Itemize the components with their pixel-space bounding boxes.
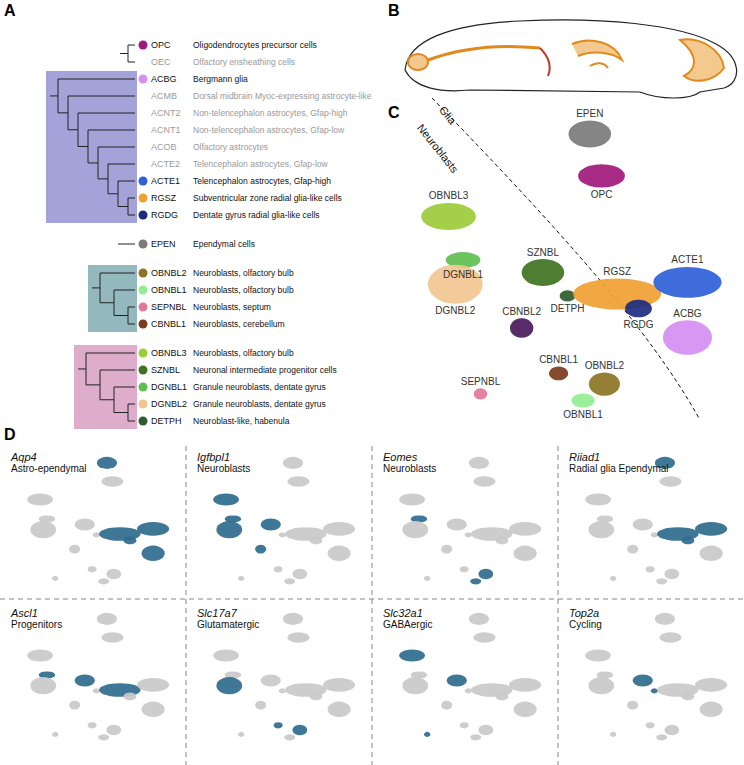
svg-text:Granule neuroblasts, dentate g: Granule neuroblasts, dentate gyrus <box>193 382 326 392</box>
svg-text:C: C <box>388 104 400 121</box>
svg-text:Neuroblasts, olfactory bulb: Neuroblasts, olfactory bulb <box>193 268 294 278</box>
svg-text:CBNBL2: CBNBL2 <box>502 306 541 317</box>
svg-text:Subventricular zone radial gli: Subventricular zone radial glia-like cel… <box>193 193 342 203</box>
svg-text:Eomes: Eomes <box>383 451 418 463</box>
svg-text:DETPH: DETPH <box>151 416 182 426</box>
svg-text:SEPNBL: SEPNBL <box>151 302 187 312</box>
svg-text:DGNBL1: DGNBL1 <box>151 382 187 392</box>
svg-text:Dorsal midbrain Myoc-expressin: Dorsal midbrain Myoc-expressing astrocyt… <box>193 91 372 101</box>
svg-text:Cycling: Cycling <box>569 619 602 630</box>
svg-text:Neuroblasts: Neuroblasts <box>415 122 461 176</box>
svg-text:Neuroblasts, olfactory bulb: Neuroblasts, olfactory bulb <box>193 348 294 358</box>
svg-text:ACTE2: ACTE2 <box>151 159 180 169</box>
svg-text:Neuroblasts, septum: Neuroblasts, septum <box>193 302 271 312</box>
svg-text:Bergmann glia: Bergmann glia <box>193 74 248 84</box>
svg-text:Olfactory ensheathing cells: Olfactory ensheathing cells <box>193 57 295 67</box>
svg-text:ACBG: ACBG <box>673 308 702 319</box>
svg-text:ACTE1: ACTE1 <box>671 254 704 265</box>
svg-text:DGNBL1: DGNBL1 <box>443 269 483 280</box>
svg-text:DGNBL2: DGNBL2 <box>435 305 475 316</box>
svg-text:Ascl1: Ascl1 <box>10 607 38 619</box>
svg-text:OBNBL1: OBNBL1 <box>563 409 603 420</box>
svg-text:Slc32a1: Slc32a1 <box>383 607 423 619</box>
svg-text:Ependymal cells: Ependymal cells <box>193 239 255 249</box>
svg-text:Igfbpl1: Igfbpl1 <box>197 451 230 463</box>
svg-text:Radial glia Ependymal: Radial glia Ependymal <box>569 463 669 474</box>
svg-text:Progenitors: Progenitors <box>11 619 62 630</box>
svg-text:D: D <box>4 426 16 443</box>
svg-text:B: B <box>388 2 400 19</box>
svg-text:Neuroblasts, cerebellum: Neuroblasts, cerebellum <box>193 319 285 329</box>
svg-text:GABAergic: GABAergic <box>383 619 432 630</box>
svg-text:Neuroblast-like, habenula: Neuroblast-like, habenula <box>193 416 290 426</box>
svg-text:A: A <box>4 2 16 19</box>
svg-text:Neuronal intermediate progenit: Neuronal intermediate progenitor cells <box>193 365 337 375</box>
svg-text:Glutamatergic: Glutamatergic <box>197 619 259 630</box>
svg-text:Dentate gyrus radial glia-like: Dentate gyrus radial glia-like cells <box>193 210 320 220</box>
svg-text:Riiad1: Riiad1 <box>569 451 600 463</box>
svg-text:DETPH: DETPH <box>551 303 585 314</box>
svg-text:OPC: OPC <box>151 40 171 50</box>
svg-text:OBNBL2: OBNBL2 <box>585 360 625 371</box>
svg-text:ACBG: ACBG <box>151 74 177 84</box>
svg-text:Top2a: Top2a <box>569 607 599 619</box>
svg-text:DGNBL2: DGNBL2 <box>151 399 187 409</box>
svg-text:SZNBL: SZNBL <box>527 247 560 258</box>
svg-text:ACOB: ACOB <box>151 142 177 152</box>
svg-text:Telencephalon astrocytes, Gfap: Telencephalon astrocytes, Gfap-high <box>193 176 331 186</box>
svg-text:Aqp4: Aqp4 <box>10 451 37 463</box>
svg-text:RGSZ: RGSZ <box>603 266 631 277</box>
svg-text:EPEN: EPEN <box>576 108 603 119</box>
svg-text:ACNT1: ACNT1 <box>151 125 181 135</box>
svg-text:OPC: OPC <box>591 189 613 200</box>
svg-text:Oligodendrocytes precursor cel: Oligodendrocytes precursor cells <box>193 40 317 50</box>
svg-text:ACNT2: ACNT2 <box>151 108 181 118</box>
svg-text:OBNBL3: OBNBL3 <box>429 190 469 201</box>
svg-text:Non-telencephalon astrocytes,: Non-telencephalon astrocytes, Gfap-high <box>193 108 348 118</box>
svg-text:Neuroblasts: Neuroblasts <box>197 463 250 474</box>
svg-text:Non-telencephalon astrocytes,: Non-telencephalon astrocytes, Gfap-low <box>193 125 345 135</box>
svg-text:OEC: OEC <box>151 57 171 67</box>
svg-text:RGSZ: RGSZ <box>151 193 177 203</box>
svg-text:CBNBL1: CBNBL1 <box>539 354 578 365</box>
svg-text:Granule neuroblasts, dentate g: Granule neuroblasts, dentate gyrus <box>193 399 326 409</box>
svg-text:OBNBL3: OBNBL3 <box>151 348 187 358</box>
svg-text:ACTE1: ACTE1 <box>151 176 180 186</box>
svg-text:Glia: Glia <box>437 104 459 127</box>
svg-text:ACMB: ACMB <box>151 91 177 101</box>
svg-text:Astro-ependymal: Astro-ependymal <box>11 463 87 474</box>
svg-text:Slc17a7: Slc17a7 <box>197 607 238 619</box>
svg-text:Olfactory astrocytes: Olfactory astrocytes <box>193 142 268 152</box>
svg-text:OBNBL2: OBNBL2 <box>151 268 187 278</box>
svg-text:OBNBL1: OBNBL1 <box>151 285 187 295</box>
svg-text:RGDG: RGDG <box>151 210 178 220</box>
svg-text:CBNBL1: CBNBL1 <box>151 319 186 329</box>
svg-text:SZNBL: SZNBL <box>151 365 180 375</box>
svg-text:RGDG: RGDG <box>623 319 653 330</box>
svg-text:SEPNBL: SEPNBL <box>461 376 501 387</box>
svg-text:Neuroblasts, olfactory bulb: Neuroblasts, olfactory bulb <box>193 285 294 295</box>
svg-text:Neuroblasts: Neuroblasts <box>383 463 436 474</box>
svg-text:EPEN: EPEN <box>151 239 176 249</box>
svg-text:Telencephalon astrocytes, Gfap: Telencephalon astrocytes, Gfap-low <box>193 159 329 169</box>
